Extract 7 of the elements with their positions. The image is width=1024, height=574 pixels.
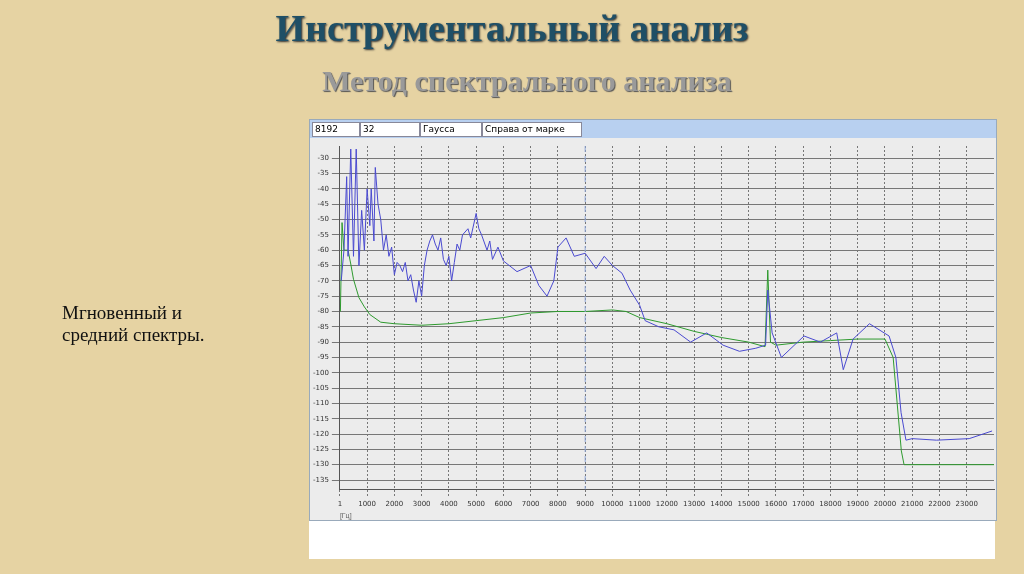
- chart-title: Инструментальный анализ: [274, 6, 750, 50]
- text: Гаусса: [420, 122, 482, 137]
- chart-subtitle: Метод спектрального анализа: [321, 64, 733, 98]
- text: Справа от марке: [482, 122, 582, 137]
- text: 8192: [312, 122, 360, 137]
- text: Мгновенный и средний спектры.: [62, 302, 206, 346]
- text: 32: [360, 122, 420, 137]
